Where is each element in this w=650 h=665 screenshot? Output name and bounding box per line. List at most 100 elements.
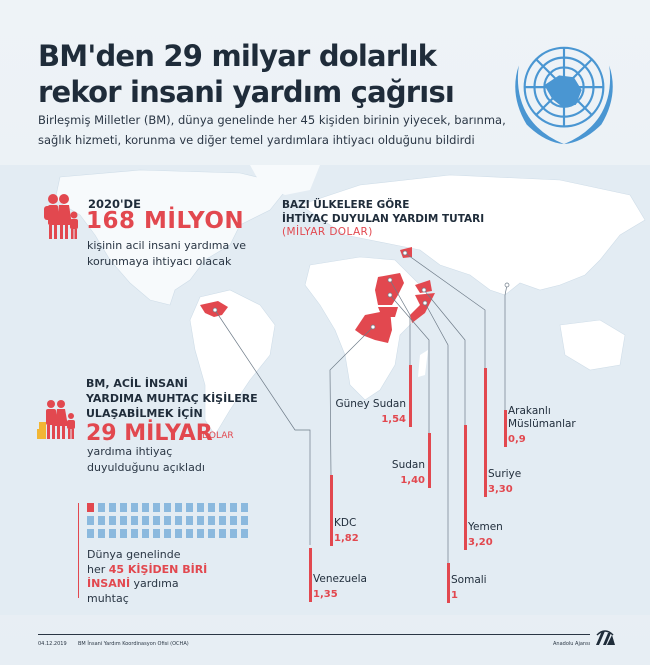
title-line-1: BM'den 29 milyar dolarlık (38, 39, 437, 73)
year-label: 2020'DE (88, 197, 141, 211)
footer-agency: Anadolu Ajansı (553, 641, 591, 647)
ratio-highlight: 45 KİŞİDEN BİRİ (108, 562, 208, 576)
person-square (186, 516, 193, 525)
person-square (197, 503, 204, 512)
ratio-block: Dünya genelinde her 45 KİŞİDEN BİRİ İNSA… (78, 503, 248, 605)
bar-value: 1,40 (400, 475, 425, 486)
ratio-text-prefix: her (87, 562, 109, 576)
chart-heading: BAZI ÜLKELERE GÖRE İHTİYAÇ DUYULAN YARDI… (282, 198, 484, 226)
person-square (219, 503, 226, 512)
person-square (142, 503, 149, 512)
person-square (175, 529, 182, 538)
person-square (109, 516, 116, 525)
bar-sudan (427, 433, 431, 488)
bar-label: Somali (451, 574, 487, 586)
person-square (241, 516, 248, 525)
person-square (120, 529, 127, 538)
person-square (109, 529, 116, 538)
family-with-boxes-icon (37, 400, 75, 439)
bar-value: 0,9 (508, 434, 526, 445)
bar-label: Arakanlı Müslümanlar (508, 405, 576, 430)
person-square (98, 529, 105, 538)
bar-value: 1,54 (381, 414, 406, 425)
somalia-highlight (410, 293, 435, 323)
oceania-land (559, 319, 626, 371)
person-square (87, 516, 94, 525)
person-square (153, 529, 160, 538)
bar-arakanlı (503, 410, 507, 447)
person-square (230, 529, 237, 538)
chart-heading-line-1: BAZI ÜLKELERE GÖRE (282, 199, 410, 211)
bar-value: 1 (451, 590, 458, 601)
person-square (175, 503, 182, 512)
sudan-highlight (375, 273, 404, 305)
bar-label: Güney Sudan (335, 398, 406, 410)
madagascar-land (418, 350, 428, 377)
person-square (131, 516, 138, 525)
ratio-text-line-1: Dünya genelinde (87, 548, 181, 561)
person-square (175, 516, 182, 525)
person-square (230, 503, 237, 512)
person-square (109, 503, 116, 512)
chart-unit: (MİLYAR DOLAR) (282, 226, 373, 238)
page-title: BM'den 29 milyar dolarlık rekor insani y… (38, 38, 455, 110)
person-square (98, 516, 105, 525)
funding-heading-line-3: ULAŞABİLMEK İÇİN (86, 407, 203, 420)
bar-value: 1,35 (313, 589, 338, 600)
funding-heading-line-1: BM, ACİL İNSANİ (86, 377, 188, 390)
leader-lines (214, 252, 508, 563)
person-square (164, 529, 171, 538)
funding-unit: DOLAR (202, 431, 234, 441)
person-square (186, 503, 193, 512)
bar-label: Yemen (468, 521, 503, 533)
bar-label: KDC (334, 517, 357, 529)
bar-label: Suriye (488, 468, 522, 480)
south-america-land (189, 289, 276, 436)
bar-suriye (483, 368, 487, 497)
person-square (98, 503, 105, 512)
ratio-text: Dünya genelinde her 45 KİŞİDEN BİRİ İNSA… (87, 548, 247, 606)
bar-label: Sudan (391, 459, 425, 471)
person-square (219, 516, 226, 525)
person-square (120, 503, 127, 512)
ratio-text-line-2: her 45 KİŞİDEN BİRİ (87, 563, 247, 578)
footer-date: 04.12.2019 (38, 641, 67, 647)
bar-venezuela (308, 548, 312, 602)
funding-description: yardıma ihtiyaç duyulduğunu açıkladı (87, 444, 205, 476)
person-square (208, 516, 215, 525)
people-description: kişinin acil insani yardıma ve korunmaya… (87, 239, 246, 268)
person-square-highlighted (87, 503, 94, 512)
person-square (120, 516, 127, 525)
funding-description-line-1: yardıma ihtiyaç (87, 445, 173, 458)
person-square (197, 529, 204, 538)
bar-label: Venezuela (313, 573, 367, 585)
footer-source: BM İnsani Yardım Koordinasyon Ofisi (OCH… (78, 641, 189, 647)
person-square (197, 516, 204, 525)
person-square (186, 529, 193, 538)
person-square (153, 516, 160, 525)
subtitle: Birleşmiş Milletler (BM), dünya genelind… (38, 113, 506, 147)
ratio-text-line-4: muhtaç (87, 591, 129, 605)
un-emblem-icon (515, 46, 613, 145)
title-line-2: rekor insani yardım çağrısı (38, 75, 455, 109)
bar-somali (446, 563, 450, 603)
country-markers (212, 250, 510, 330)
bar-güney-sudan (408, 365, 412, 427)
ratio-text-suffix: yardıma (130, 577, 179, 590)
person-square (208, 503, 215, 512)
person-square (208, 529, 215, 538)
person-square (142, 516, 149, 525)
person-square (87, 529, 94, 538)
person-square (164, 516, 171, 525)
eurasia-land (299, 174, 646, 296)
ratio-text-line-3: İNSANİ yardıma (87, 577, 247, 592)
person-square (241, 503, 248, 512)
person-square (153, 503, 160, 512)
person-square (164, 503, 171, 512)
chart-heading-line-2: İHTİYAÇ DUYULAN YARDIM TUTARI (282, 213, 485, 225)
bar-value: 3,20 (468, 537, 493, 548)
aa-logo-icon (596, 630, 615, 645)
greenland-land (250, 165, 320, 195)
funding-heading: BM, ACİL İNSANİ YARDIMA MUHTAÇ KİŞİLERE … (86, 376, 258, 421)
